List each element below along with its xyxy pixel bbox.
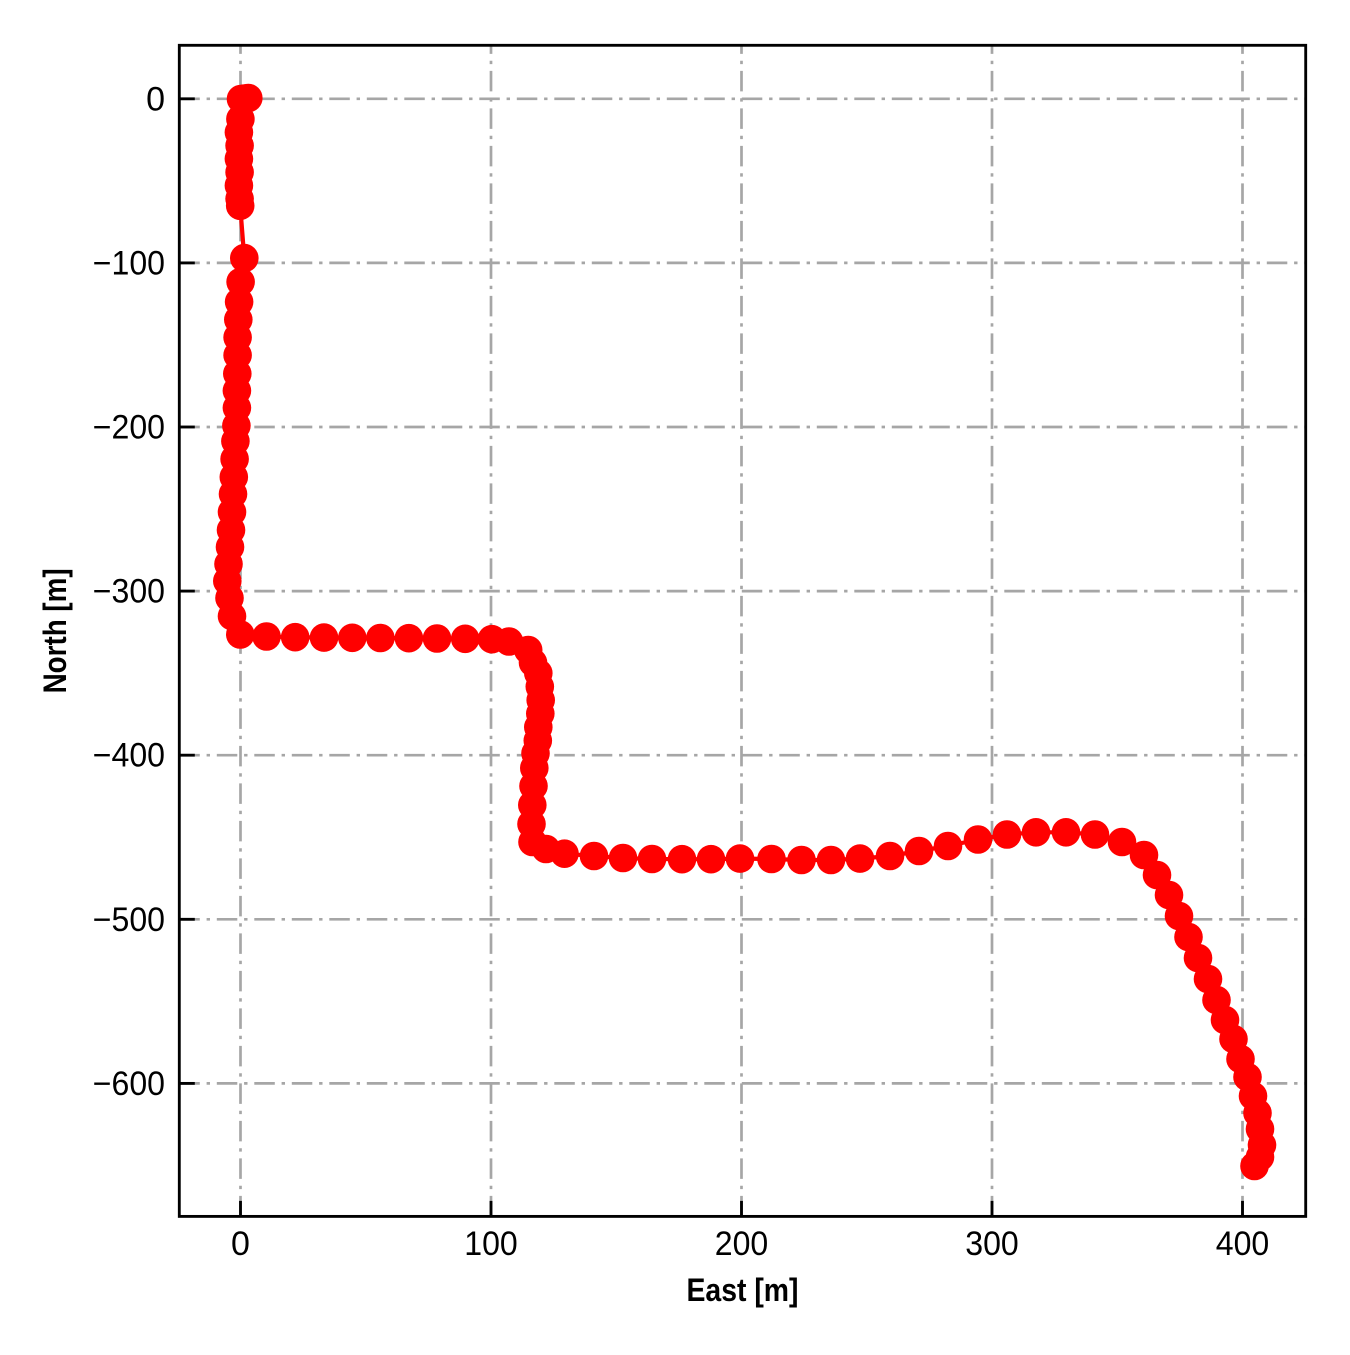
svg-text:−500: −500: [93, 901, 165, 939]
svg-text:−400: −400: [93, 737, 165, 775]
svg-text:−300: −300: [93, 573, 165, 611]
svg-text:300: 300: [965, 1225, 1019, 1263]
svg-text:0: 0: [231, 1225, 250, 1263]
svg-text:East [m]: East [m]: [687, 1272, 799, 1308]
svg-text:−600: −600: [93, 1065, 165, 1103]
svg-text:−100: −100: [93, 244, 165, 282]
svg-text:400: 400: [1216, 1225, 1270, 1263]
svg-text:−200: −200: [93, 409, 165, 447]
svg-text:200: 200: [715, 1225, 769, 1263]
svg-text:0: 0: [146, 80, 165, 118]
svg-text:100: 100: [464, 1225, 518, 1263]
svg-text:North [m]: North [m]: [37, 568, 73, 693]
